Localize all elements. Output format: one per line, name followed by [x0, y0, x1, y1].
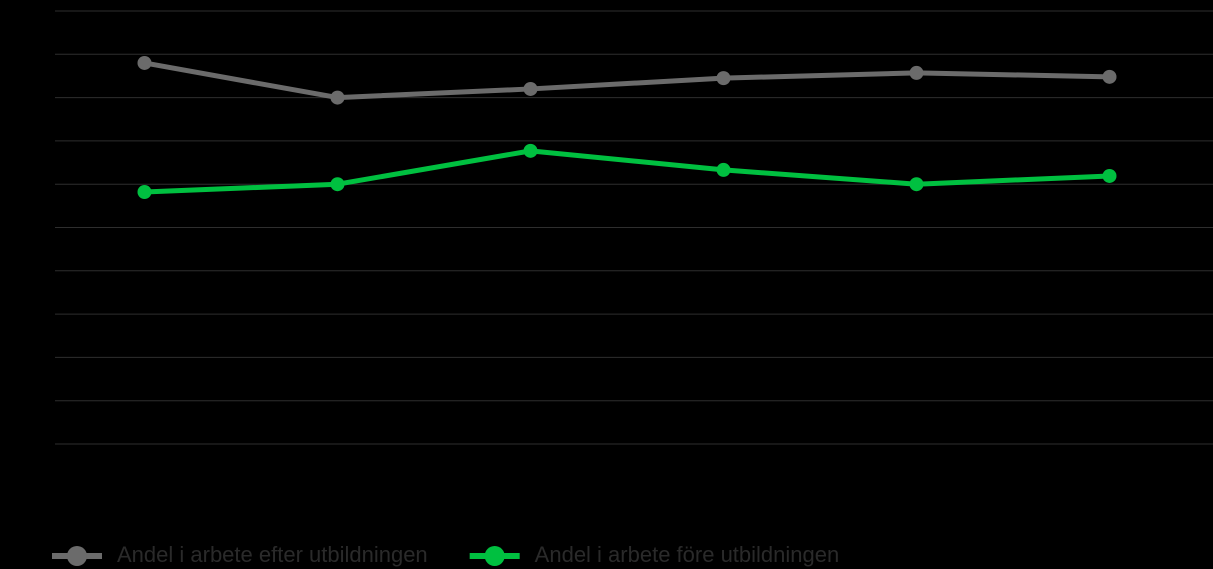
series-line: [144, 148, 1110, 195]
data-point: [1102, 168, 1117, 183]
data-point: [716, 162, 731, 177]
data-point: [523, 143, 538, 158]
data-point: [909, 65, 924, 80]
data-point: [523, 81, 538, 96]
series-line: [144, 60, 1110, 101]
data-point: [909, 177, 924, 192]
legend-label: Andel i arbete före utbildningen: [535, 542, 840, 567]
legend-marker: [484, 546, 505, 566]
data-point: [716, 71, 731, 86]
data-point: [330, 90, 345, 105]
data-point: [330, 177, 345, 192]
data-point: [137, 55, 152, 70]
data-point: [1102, 69, 1117, 84]
data-point: [137, 184, 152, 199]
legend-marker: [67, 546, 87, 566]
legend-label: Andel i arbete efter utbildningen: [117, 542, 428, 567]
